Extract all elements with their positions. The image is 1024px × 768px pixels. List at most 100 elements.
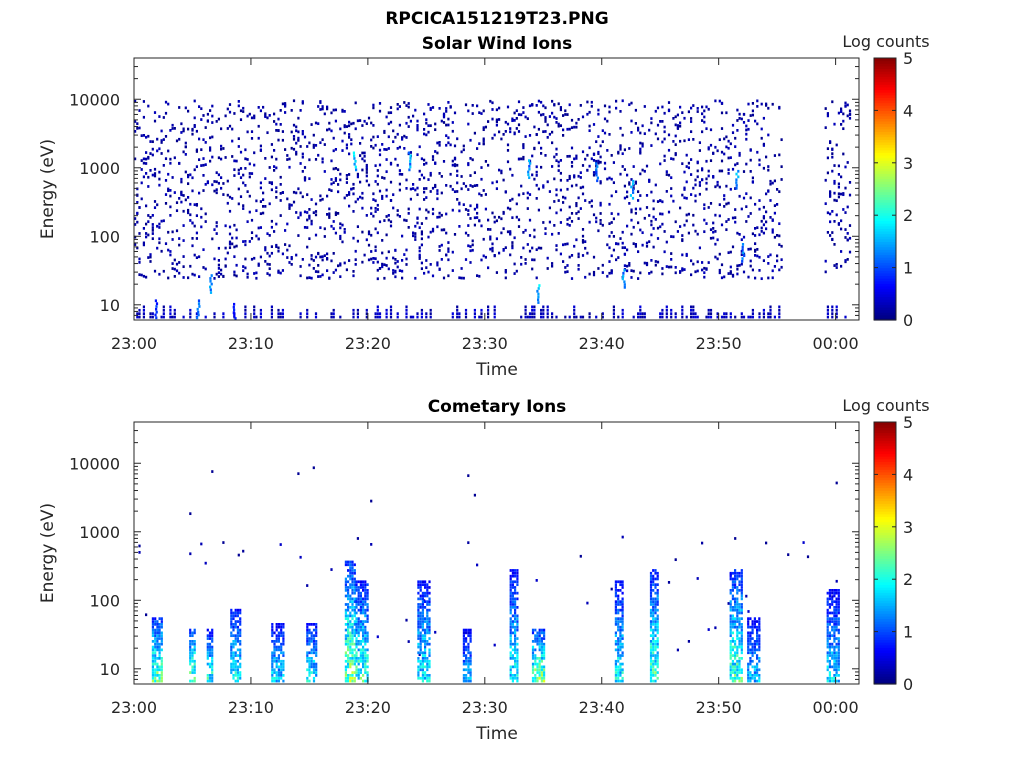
heatmap-cell xyxy=(509,611,512,615)
heatmap-cell xyxy=(427,270,430,274)
heatmap-cell xyxy=(301,152,304,156)
heatmap-cell xyxy=(734,625,737,629)
heatmap-cell xyxy=(237,187,240,191)
heatmap-cell xyxy=(355,631,358,635)
heatmap-cell xyxy=(626,269,629,273)
heatmap-cell xyxy=(169,189,172,192)
heatmap-cell xyxy=(220,176,223,180)
heatmap-cell xyxy=(735,186,738,190)
heatmap-cell xyxy=(667,109,671,113)
heatmap-cell xyxy=(670,315,673,319)
heatmap-cell xyxy=(736,634,739,638)
heatmap-cell xyxy=(239,662,242,666)
heatmap-cell xyxy=(310,657,313,660)
heatmap-cell xyxy=(286,256,289,259)
heatmap-cell xyxy=(178,106,181,109)
heatmap-cell xyxy=(540,648,544,652)
heatmap-cell xyxy=(586,601,589,605)
heatmap-cell xyxy=(467,651,470,655)
heatmap-cell xyxy=(837,608,840,612)
heatmap-cell xyxy=(195,312,199,316)
heatmap-cell xyxy=(535,104,538,107)
heatmap-cell xyxy=(537,141,541,145)
heatmap-cell xyxy=(498,106,501,110)
heatmap-cell xyxy=(284,229,287,232)
heatmap-cell xyxy=(213,180,216,183)
heatmap-cell xyxy=(416,312,419,316)
heatmap-cell xyxy=(659,212,662,216)
heatmap-cell xyxy=(191,640,194,643)
heatmap-cell xyxy=(224,224,227,228)
heatmap-cell xyxy=(431,229,435,233)
heatmap-cell xyxy=(236,628,240,632)
heatmap-cell xyxy=(193,99,196,103)
heatmap-cell xyxy=(626,195,629,199)
heatmap-cell xyxy=(716,257,719,261)
heatmap-cell xyxy=(514,648,517,652)
heatmap-cell xyxy=(623,264,627,268)
heatmap-cell xyxy=(438,143,441,147)
heatmap-cell xyxy=(756,628,759,632)
heatmap-cell xyxy=(601,312,604,316)
heatmap-cell xyxy=(266,116,269,120)
heatmap-cell xyxy=(506,160,510,164)
heatmap-cell xyxy=(617,580,620,584)
heatmap-cell xyxy=(831,654,834,657)
heatmap-cell xyxy=(504,190,507,194)
heatmap-cell xyxy=(835,266,838,269)
heatmap-cell xyxy=(833,676,836,680)
heatmap-cell xyxy=(754,202,757,206)
heatmap-cell xyxy=(365,171,368,174)
heatmap-cell xyxy=(473,216,477,220)
heatmap-cell xyxy=(259,148,263,152)
heatmap-cell xyxy=(160,640,163,643)
heatmap-cell xyxy=(211,648,214,652)
heatmap-cell xyxy=(366,674,369,677)
heatmap-cell xyxy=(731,637,735,640)
heatmap-cell xyxy=(672,235,675,239)
heatmap-cell xyxy=(840,219,843,223)
heatmap-cell xyxy=(151,232,154,235)
heatmap-cell xyxy=(151,237,154,241)
heatmap-cell xyxy=(566,270,569,274)
heatmap-cell xyxy=(351,648,354,652)
heatmap-cell xyxy=(829,220,832,224)
heatmap-cell xyxy=(536,637,539,640)
heatmap-cell xyxy=(840,107,843,111)
heatmap-cell xyxy=(837,654,840,657)
heatmap-cell xyxy=(244,243,247,247)
heatmap-cell xyxy=(828,648,832,652)
heatmap-cell xyxy=(674,143,677,147)
heatmap-cell xyxy=(581,115,585,119)
heatmap-cell xyxy=(736,267,739,271)
heatmap-cell xyxy=(487,228,490,231)
heatmap-cell xyxy=(738,665,741,669)
heatmap-cell xyxy=(736,264,739,268)
heatmap-cell xyxy=(419,617,422,621)
heatmap-cell xyxy=(621,645,624,649)
heatmap-cell xyxy=(619,620,622,623)
heatmap-cell xyxy=(614,589,618,592)
heatmap-cell xyxy=(491,246,494,250)
heatmap-cell xyxy=(511,625,515,629)
heatmap-cell xyxy=(740,577,743,581)
colorbar-swatch xyxy=(874,168,896,172)
heatmap-cell xyxy=(511,591,515,595)
heatmap-cell xyxy=(659,120,662,123)
heatmap-cell xyxy=(193,651,196,655)
heatmap-cell xyxy=(275,640,278,643)
heatmap-cell xyxy=(723,152,726,156)
heatmap-cell xyxy=(543,637,546,640)
heatmap-cell xyxy=(366,657,369,660)
heatmap-cell xyxy=(575,202,578,205)
heatmap-cell xyxy=(344,642,348,646)
heatmap-cell xyxy=(769,305,772,309)
heatmap-cell xyxy=(233,168,236,172)
heatmap-cell xyxy=(837,164,841,168)
heatmap-cell xyxy=(200,207,203,211)
heatmap-cell xyxy=(720,101,724,105)
heatmap-cell xyxy=(619,657,622,660)
heatmap-cell xyxy=(694,194,697,198)
heatmap-cell xyxy=(639,147,642,151)
heatmap-cell xyxy=(495,237,499,241)
